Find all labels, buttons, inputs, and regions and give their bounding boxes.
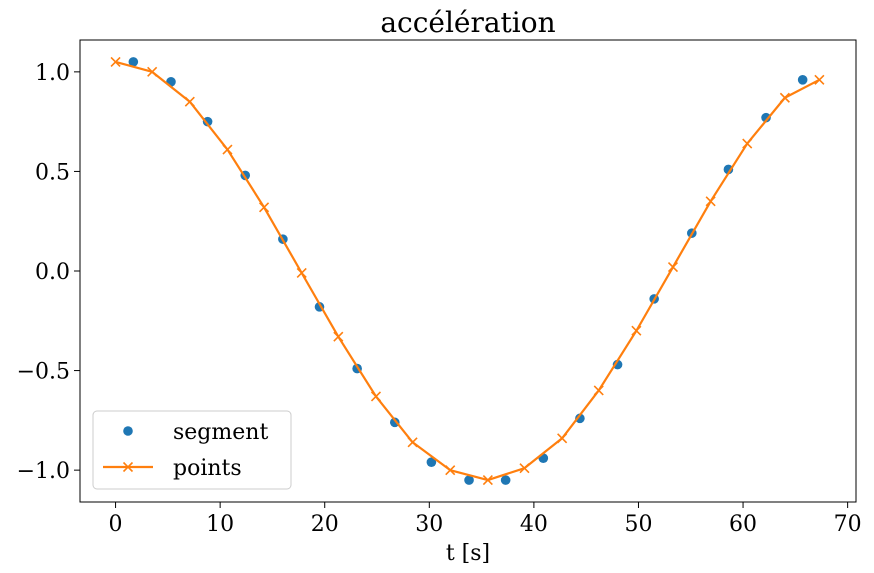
series-points-point bbox=[593, 385, 604, 396]
series-points-point bbox=[184, 96, 195, 107]
x-tick-label: 50 bbox=[624, 512, 652, 537]
series-points-point bbox=[296, 267, 307, 279]
series-points-point bbox=[110, 56, 121, 67]
series-points-line bbox=[115, 60, 820, 482]
y-tick-label: 0.0 bbox=[35, 260, 70, 285]
y-tick-label: −0.5 bbox=[17, 360, 70, 385]
series-segment-point bbox=[723, 164, 734, 175]
series-segment-point bbox=[500, 475, 511, 485]
series-points-point bbox=[814, 74, 825, 85]
series-segment-point bbox=[797, 75, 808, 85]
series-points-point bbox=[742, 138, 753, 149]
axes: 0 10 20 30 40 50 60 70 1.0 0.5 0.0 −0.5 −1.0 bbox=[17, 39, 862, 537]
series-points-point bbox=[482, 475, 493, 486]
series-segment-point bbox=[761, 112, 771, 123]
series-segment-point bbox=[128, 57, 139, 67]
series-segment-point bbox=[612, 359, 623, 370]
legend-points-marker bbox=[122, 461, 134, 473]
x-tick-label: 30 bbox=[415, 512, 443, 537]
series-points-point bbox=[370, 391, 382, 402]
plot-area bbox=[110, 56, 825, 486]
x-axis-label: t [s] bbox=[446, 541, 490, 566]
chart-title: accélération bbox=[380, 6, 555, 39]
legend-label-segment: segment bbox=[173, 420, 268, 445]
legend: segment points bbox=[92, 410, 292, 490]
x-tick-label: 20 bbox=[311, 512, 339, 537]
series-points-point bbox=[222, 144, 233, 155]
x-tick-label: 10 bbox=[206, 512, 234, 537]
series-segment-point bbox=[426, 457, 437, 467]
series-segment-point bbox=[575, 413, 585, 424]
legend-label-points: points bbox=[173, 456, 242, 481]
x-tick-label: 0 bbox=[109, 512, 123, 537]
x-tick-label: 70 bbox=[834, 512, 862, 537]
x-tick-label: 40 bbox=[520, 512, 548, 537]
series-segment-point bbox=[202, 116, 213, 127]
series-points-point bbox=[407, 437, 418, 448]
y-tick-label: −1.0 bbox=[17, 459, 70, 484]
series-points-point bbox=[445, 465, 456, 476]
legend-box bbox=[92, 410, 292, 490]
series-points-point bbox=[333, 331, 344, 342]
series-points-point bbox=[667, 261, 679, 273]
x-tick-label: 60 bbox=[729, 512, 757, 537]
series-segment-point bbox=[464, 475, 474, 485]
y-tick-label: 1.0 bbox=[35, 61, 70, 86]
y-tick-label: 0.5 bbox=[35, 160, 70, 185]
series-points-point bbox=[705, 196, 716, 207]
legend-segment-marker bbox=[123, 426, 133, 436]
series-points-point bbox=[519, 463, 530, 474]
series-points-point bbox=[557, 433, 568, 444]
series-points-point bbox=[631, 325, 642, 336]
series-points-point bbox=[147, 66, 158, 77]
series-points-point bbox=[258, 202, 270, 213]
series-points-point bbox=[779, 92, 790, 103]
